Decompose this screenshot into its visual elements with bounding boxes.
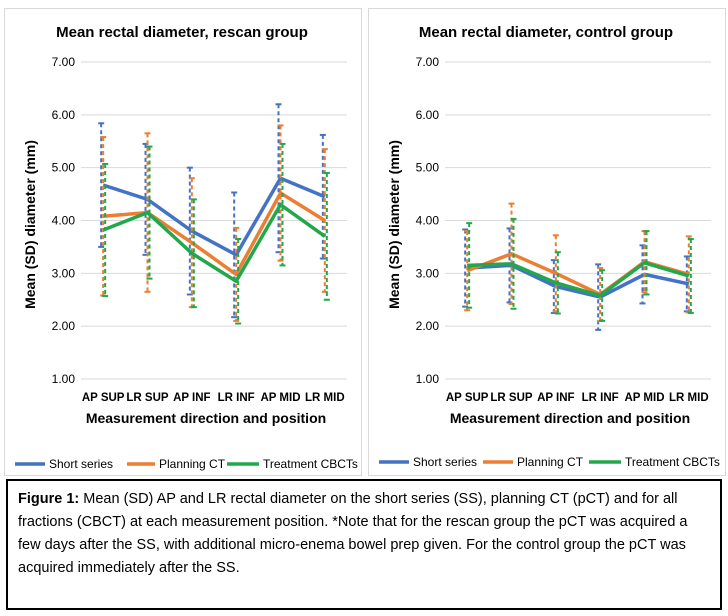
series-line [467, 261, 690, 298]
y-tick-label: 3.00 [416, 266, 440, 280]
chart-svg-0: Mean rectal diameter, rescan group 1.00 2.… [15, 24, 358, 471]
x-axis-label: Measurement direction and position [450, 410, 690, 426]
chart-title: Mean rectal diameter, rescan group [56, 24, 308, 41]
x-tick-label: LR INF [582, 392, 619, 404]
y-tick-label: 6.00 [52, 108, 76, 122]
legend-label: Planning CT [159, 457, 226, 471]
series-short-series [462, 227, 690, 331]
series-line [102, 202, 326, 284]
x-tick-label: AP SUP [82, 392, 125, 404]
y-tick-label: 7.00 [416, 55, 440, 69]
x-tick-label: AP SUP [446, 392, 489, 404]
y-tick-label: 4.00 [52, 214, 76, 228]
x-tick-label: LR SUP [126, 392, 169, 404]
y-tick-label: 2.00 [52, 319, 76, 333]
caption-label: Figure 1: [18, 491, 80, 507]
y-axis-label: Mean (SD) diameter (mm) [22, 140, 38, 309]
caption-text: Mean (SD) AP and LR rectal diameter on t… [18, 491, 688, 576]
legend-label: Short series [413, 455, 477, 469]
y-tick-label: 3.00 [52, 266, 76, 280]
x-tick-label: AP INF [173, 392, 211, 404]
y-tick-label: 5.00 [416, 161, 440, 175]
x-axis-label: Measurement direction and position [86, 410, 326, 426]
series-planning-ct [464, 202, 692, 322]
series-line [103, 191, 326, 277]
y-tick-label: 2.00 [416, 319, 440, 333]
legend-label: Treatment CBCTs [263, 457, 358, 471]
legend-label: Short series [49, 457, 113, 471]
series-line [102, 176, 326, 257]
chart-svg-1: Mean rectal diameter, control group 1.00 2… [379, 24, 720, 469]
series-treatment-cbcts [102, 142, 330, 325]
chart-panel-control: Mean rectal diameter, control group 1.00 2… [368, 8, 726, 476]
legend-label: Planning CT [517, 455, 584, 469]
y-tick-label: 6.00 [416, 108, 440, 122]
y-tick-label: 1.00 [416, 372, 440, 386]
figure-caption: Figure 1: Mean (SD) AP and LR rectal dia… [6, 479, 722, 610]
chart-title: Mean rectal diameter, control group [419, 24, 673, 41]
x-tick-label: AP MID [624, 392, 664, 404]
y-axis-label: Mean (SD) diameter (mm) [386, 140, 402, 309]
chart-panel-rescan: Mean rectal diameter, rescan group 1.00 2.… [4, 8, 362, 476]
legend-label: Treatment CBCTs [625, 455, 720, 469]
series-planning-ct [100, 124, 328, 322]
x-tick-label: AP INF [537, 392, 575, 404]
y-tick-label: 1.00 [52, 372, 76, 386]
x-tick-label: LR INF [218, 392, 255, 404]
x-tick-label: AP MID [260, 392, 300, 404]
y-tick-label: 4.00 [416, 214, 440, 228]
x-tick-label: LR MID [305, 392, 345, 404]
x-tick-label: LR SUP [490, 392, 533, 404]
series-line [467, 263, 690, 299]
y-tick-label: 5.00 [52, 161, 76, 175]
y-tick-label: 7.00 [52, 55, 76, 69]
x-tick-label: LR MID [669, 392, 709, 404]
series-treatment-cbcts [466, 217, 694, 322]
